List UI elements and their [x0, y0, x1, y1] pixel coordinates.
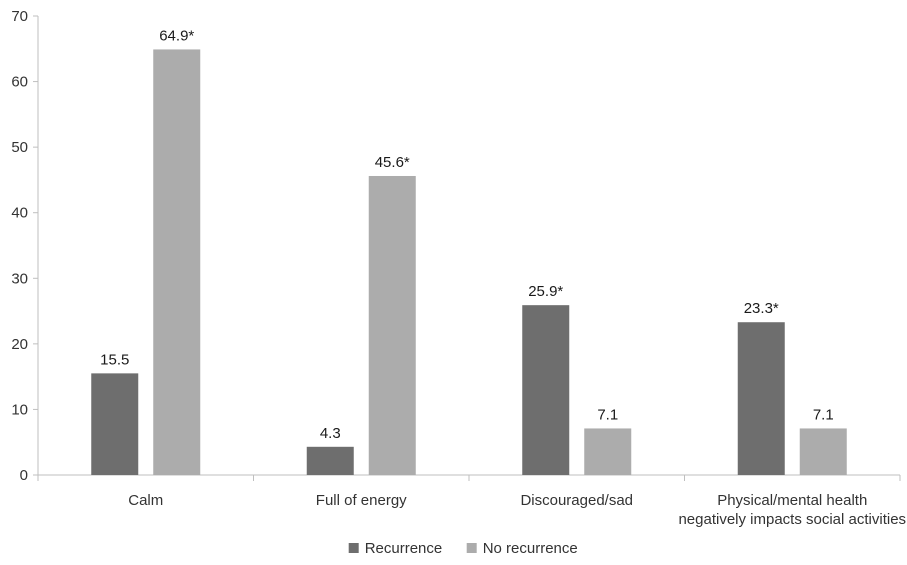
- y-tick-label: 60: [11, 74, 28, 91]
- x-category-label: Full of energy: [316, 492, 407, 509]
- legend-swatch: [466, 543, 477, 553]
- legend: Recurrence No recurrence: [348, 540, 578, 557]
- data-labels: 15.5 64.9* 4.3 45.6* 25.9* 7.1 23.3* 7.1: [100, 27, 834, 441]
- data-label: 45.6*: [375, 154, 410, 171]
- legend-label: No recurrence: [483, 540, 578, 557]
- x-category-label: Physical/mental health: [717, 492, 867, 509]
- bar-recurrence: [91, 373, 139, 475]
- bar-recurrence: [522, 305, 570, 475]
- x-category-label: Discouraged/sad: [520, 492, 633, 509]
- bar-no-recurrence: [153, 49, 201, 475]
- y-tick-label: 50: [11, 139, 28, 156]
- data-label: 7.1: [813, 406, 834, 423]
- y-tick-label: 70: [11, 8, 28, 25]
- y-tick-label: 30: [11, 270, 28, 287]
- legend-label: Recurrence: [365, 540, 443, 557]
- y-tick-label: 10: [11, 401, 28, 418]
- y-tick-label: 40: [11, 205, 28, 222]
- bar-recurrence: [737, 322, 785, 475]
- data-label: 7.1: [597, 406, 618, 423]
- x-category-label: negatively impacts social activities: [678, 511, 906, 528]
- y-tick-label: 0: [20, 467, 28, 484]
- data-label: 64.9*: [159, 27, 194, 44]
- bars: [91, 49, 847, 475]
- bar-no-recurrence: [799, 428, 847, 475]
- data-label: 25.9*: [528, 283, 563, 300]
- y-axis: 0 10 20 30 40 50 60 70: [11, 8, 39, 484]
- bar-no-recurrence: [368, 175, 416, 475]
- legend-swatch: [348, 543, 359, 553]
- x-axis: Calm Full of energy Discouraged/sad Physica…: [37, 474, 906, 528]
- data-label: 15.5: [100, 351, 129, 368]
- data-label: 4.3: [320, 425, 341, 442]
- bar-no-recurrence: [584, 428, 632, 475]
- y-tick-label: 20: [11, 336, 28, 353]
- bar-recurrence: [306, 446, 354, 475]
- data-label: 23.3*: [744, 300, 779, 317]
- x-category-label: Calm: [128, 492, 163, 509]
